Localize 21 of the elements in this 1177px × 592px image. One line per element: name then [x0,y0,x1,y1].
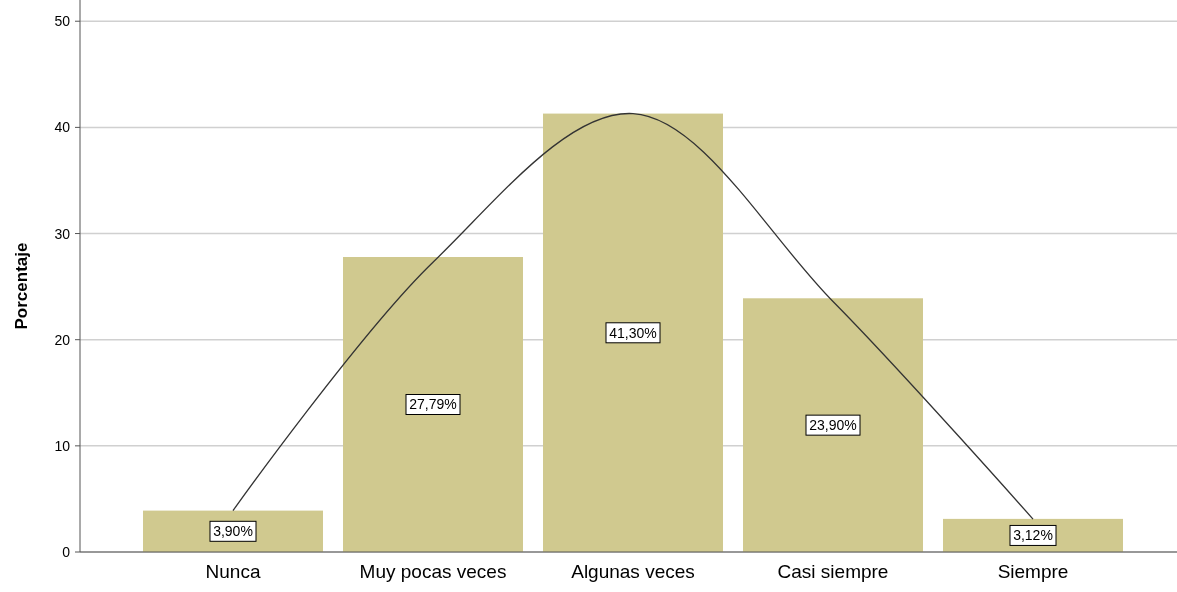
y-axis-title: Porcentaje [12,242,31,330]
data-label: 3,90% [213,523,253,540]
y-tick-label: 20 [54,331,71,348]
x-tick-label: Casi siempre [777,561,889,582]
data-label: 41,30% [609,324,657,341]
line-series [232,112,1034,520]
y-tick-label: 40 [54,119,71,136]
data-label: 23,90% [809,417,857,434]
x-tick-label: Algunas veces [571,561,695,582]
x-tick-label: Muy pocas veces [359,561,507,582]
bar [543,113,723,552]
x-tick-label: Siempre [997,561,1069,582]
bar [343,257,523,552]
data-label: 27,79% [409,396,457,413]
bar [743,298,923,552]
y-tick-label: 0 [62,544,71,560]
data-label: 3,12% [1013,527,1053,544]
y-tick-label: 50 [54,13,71,30]
y-tick-label: 30 [54,225,71,242]
x-tick-label: Nunca [205,561,261,582]
y-tick-label: 10 [54,437,71,454]
